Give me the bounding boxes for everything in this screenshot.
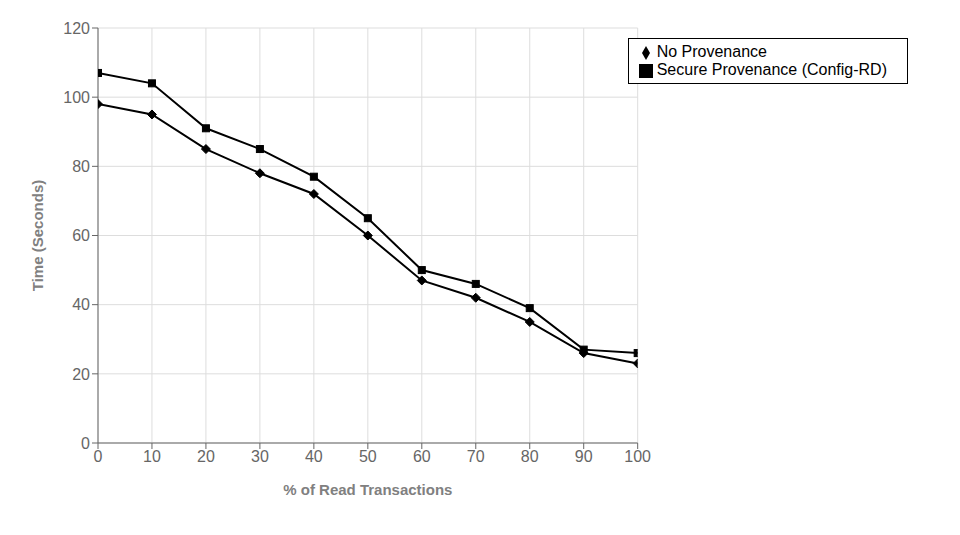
svg-text:120: 120 [63,20,90,37]
svg-text:70: 70 [467,448,485,465]
svg-text:% of Read Transactions: % of Read Transactions [283,481,452,498]
svg-text:Time (Seconds): Time (Seconds) [29,180,46,291]
svg-text:60: 60 [72,227,90,244]
svg-text:80: 80 [72,158,90,175]
svg-text:20: 20 [72,366,90,383]
svg-text:40: 40 [305,448,323,465]
svg-text:100: 100 [624,448,651,465]
svg-text:10: 10 [143,448,161,465]
svg-text:20: 20 [197,448,215,465]
html-text:Secure Provenance (Config-RD): Secure Provenance (Config-RD) [656,61,887,78]
svg-text:0: 0 [81,435,90,452]
html-text:No Provenance: No Provenance [656,43,767,60]
svg-text:100: 100 [63,89,90,106]
svg-text:40: 40 [72,296,90,313]
svg-text:80: 80 [521,448,539,465]
svg-text:90: 90 [575,448,593,465]
svg-text:60: 60 [413,448,431,465]
svg-text:50: 50 [359,448,377,465]
svg-text:30: 30 [251,448,269,465]
svg-text:0: 0 [94,448,103,465]
